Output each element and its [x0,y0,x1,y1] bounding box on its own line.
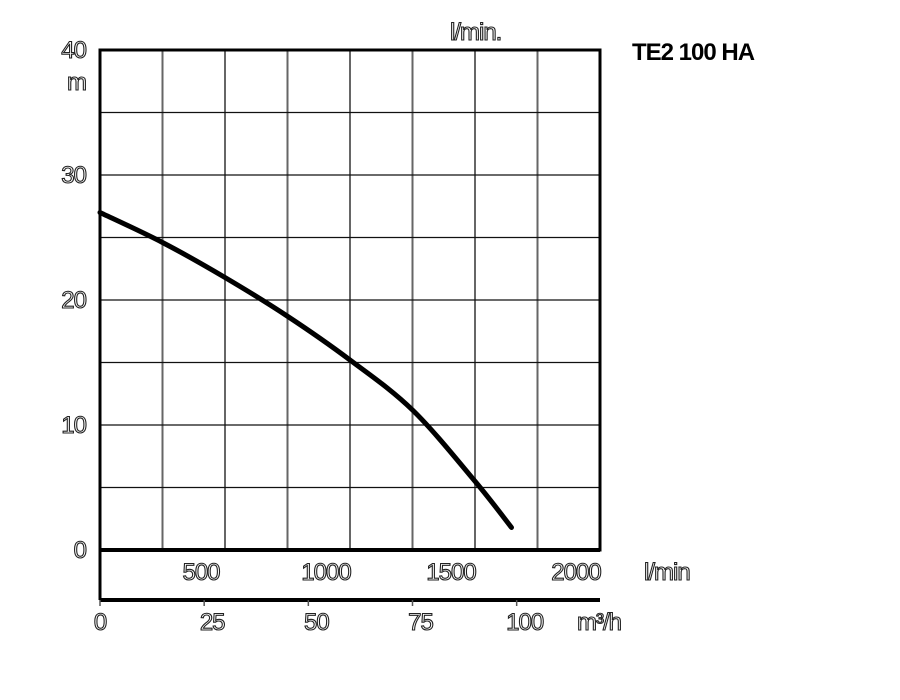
x-tick-label: 1500 [426,559,476,586]
secondary-x-tick-label: 0 [94,609,107,636]
secondary-x-tick-label: 25 [200,609,225,636]
x-tick-label: 500 [182,559,220,586]
x-axis-label: l/min [644,559,690,586]
y-axis-label: m [67,69,86,96]
secondary-x-tick-label: 100 [506,609,544,636]
y-tick-label: 20 [61,287,86,314]
x-tick-label: 2000 [551,559,601,586]
y-tick-label: 0 [74,537,87,564]
y-tick-label: 40 [61,37,86,64]
plot-frame [98,48,602,606]
top-axis-label: l/min. [450,19,501,46]
y-tick-label: 30 [61,162,86,189]
secondary-x-tick-label: 50 [304,609,329,636]
chart-title: TE2 100 HA [632,39,755,66]
tick-labels: 0 10 20 30 40 500 1000 1500 2000 0 25 50 75 100 [61,36,603,636]
series-line-te2-100-ha [97,210,514,530]
y-tick-label: 10 [61,412,86,439]
x-tick-label: 1000 [301,559,351,586]
grid [100,50,600,550]
secondary-x-tick-label: 75 [408,609,433,636]
secondary-x-axis-label: m³/h [577,609,621,636]
